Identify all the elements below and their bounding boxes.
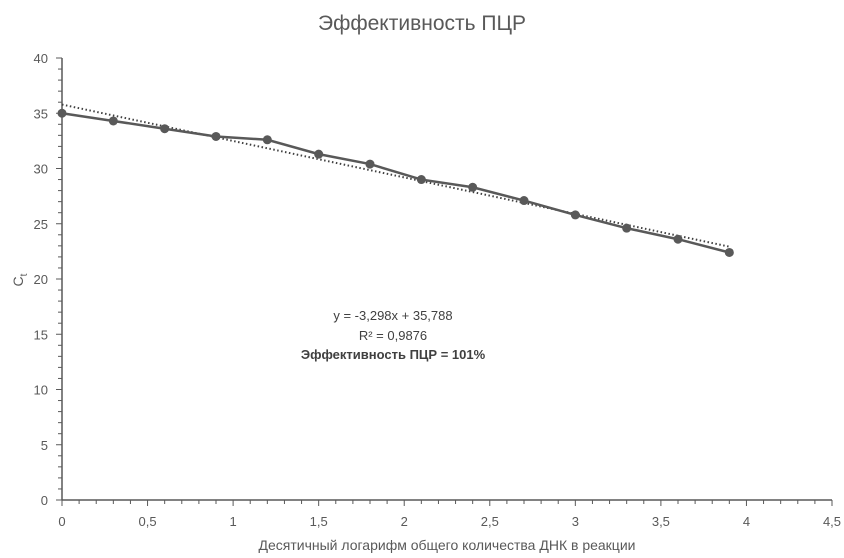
data-point	[211, 131, 221, 141]
data-point	[519, 196, 529, 206]
data-point	[468, 182, 478, 192]
x-tick-label: 2,5	[481, 514, 499, 529]
minor-ticks	[56, 57, 833, 506]
chart-title: Эффективность ПЦР	[318, 12, 526, 35]
x-tick-label: 0	[58, 514, 65, 529]
trendline-r2: R² = 0,9876	[359, 328, 427, 343]
data-point	[416, 175, 426, 185]
data-point	[365, 159, 375, 169]
data-point	[570, 210, 580, 220]
data-point	[724, 247, 734, 257]
data-point	[622, 223, 632, 233]
y-axis-label-main: C	[10, 276, 26, 286]
y-tick-label: 30	[34, 162, 48, 177]
y-tick-label: 25	[34, 217, 48, 232]
y-tick-label: 40	[34, 51, 48, 66]
trendline-equation: y = -3,298x + 35,788	[333, 308, 452, 323]
data-points	[57, 108, 734, 257]
x-tick-label: 3	[572, 514, 579, 529]
x-axis-label: Десятичный логарифм общего количества ДН…	[259, 537, 636, 553]
data-point	[262, 135, 272, 145]
y-tick-label: 0	[41, 493, 48, 508]
y-axis-label-sub: t	[19, 273, 30, 276]
data-point	[57, 108, 67, 118]
y-tick-label: 20	[34, 272, 48, 287]
y-tick-label: 10	[34, 383, 48, 398]
data-point	[673, 234, 683, 244]
x-tick-label: 3,5	[652, 514, 670, 529]
y-axis-label: Ct	[10, 273, 30, 286]
y-tick-label: 15	[34, 327, 48, 342]
x-tick-label: 4,5	[823, 514, 841, 529]
data-point	[314, 149, 324, 159]
series-line	[61, 112, 730, 254]
y-tick-labels: 0 5 10 15 20 25 30 35 40	[34, 51, 48, 508]
data-point	[160, 124, 170, 134]
x-tick-labels: 0 0,5 1 1,5 2 2,5 3 3,5 4 4,5	[58, 514, 841, 529]
y-tick-label: 35	[34, 106, 48, 121]
x-tick-label: 1	[229, 514, 236, 529]
x-tick-label: 0,5	[139, 514, 157, 529]
x-tick-label: 4	[743, 514, 750, 529]
x-tick-label: 1,5	[310, 514, 328, 529]
x-tick-label: 2	[401, 514, 408, 529]
y-tick-label: 5	[41, 438, 48, 453]
trendline	[61, 103, 730, 248]
pcr-efficiency-label: Эффективность ПЦР = 101%	[301, 347, 486, 362]
data-point	[108, 116, 118, 126]
